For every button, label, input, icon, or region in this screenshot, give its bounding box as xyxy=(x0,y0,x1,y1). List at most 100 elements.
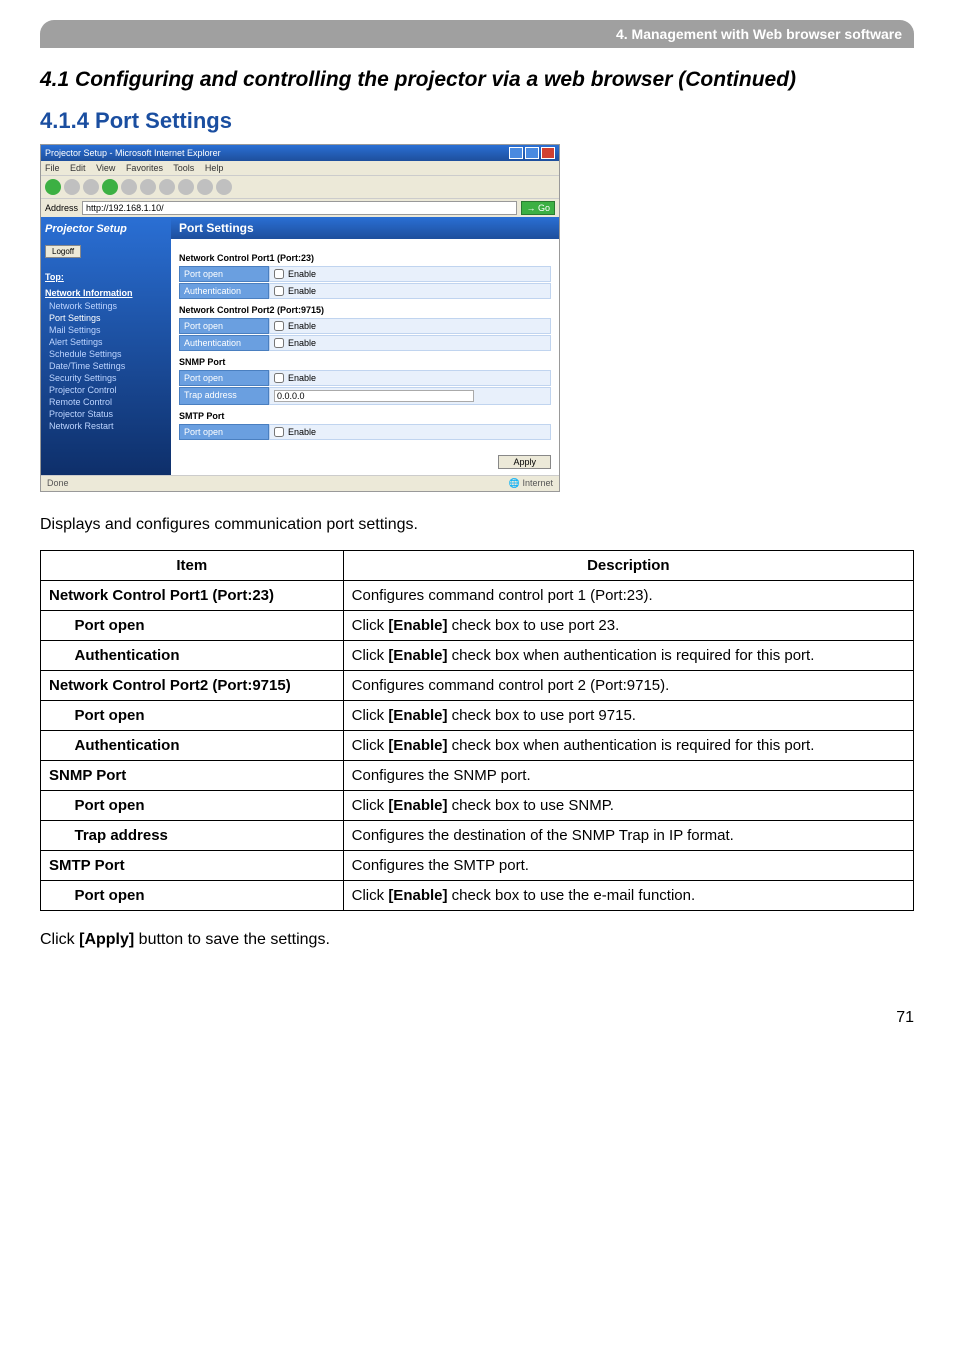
bottom-text: Click [Apply] button to save the setting… xyxy=(40,931,914,949)
enable-checkbox[interactable] xyxy=(274,269,284,279)
table-row: AuthenticationClick [Enable] check box w… xyxy=(41,641,914,671)
table-desc: Click [Enable] check box to use the e-ma… xyxy=(343,881,913,911)
form-value: Enable xyxy=(269,370,551,386)
trap-address-input[interactable]: 0.0.0.0 xyxy=(274,390,474,402)
table-item-main: SMTP Port xyxy=(41,851,344,881)
table-row: SMTP PortConfigures the SMTP port. xyxy=(41,851,914,881)
sidebar-item-schedule-settings[interactable]: Schedule Settings xyxy=(45,348,167,360)
sidebar-item-projector-control[interactable]: Projector Control xyxy=(45,384,167,396)
home-icon[interactable] xyxy=(121,179,137,195)
history-icon[interactable] xyxy=(178,179,194,195)
menu-file[interactable]: File xyxy=(45,163,60,173)
form-group-title: Network Control Port1 (Port:23) xyxy=(179,253,551,263)
main-header: Port Settings xyxy=(171,217,559,239)
sidebar-item-network-restart[interactable]: Network Restart xyxy=(45,420,167,432)
enable-checkbox[interactable] xyxy=(274,338,284,348)
form-row: Port openEnable xyxy=(179,370,551,386)
table-indent xyxy=(41,641,67,671)
app-main: Port Settings Network Control Port1 (Por… xyxy=(171,217,559,475)
ie-address-bar: Address http://192.168.1.10/ → Go xyxy=(41,199,559,217)
enable-label: Enable xyxy=(288,338,316,348)
sidebar-item-alert-settings[interactable]: Alert Settings xyxy=(45,336,167,348)
close-icon[interactable] xyxy=(541,147,555,159)
enable-label: Enable xyxy=(288,321,316,331)
status-left: Done xyxy=(47,478,69,489)
maximize-icon[interactable] xyxy=(525,147,539,159)
enable-checkbox[interactable] xyxy=(274,373,284,383)
table-row: Trap addressConfigures the destination o… xyxy=(41,821,914,851)
sidebar-item-network-settings[interactable]: Network Settings xyxy=(45,300,167,312)
menu-help[interactable]: Help xyxy=(205,163,224,173)
table-indent xyxy=(41,821,67,851)
table-item-sub: Port open xyxy=(67,791,344,821)
ie-menubar: File Edit View Favorites Tools Help xyxy=(41,161,559,175)
form-row: Trap address0.0.0.0 xyxy=(179,387,551,405)
sidebar-item-mail-settings[interactable]: Mail Settings xyxy=(45,324,167,336)
table-indent xyxy=(41,731,67,761)
table-indent xyxy=(41,611,67,641)
apply-button[interactable]: Apply xyxy=(498,455,551,469)
mail-icon[interactable] xyxy=(197,179,213,195)
go-button[interactable]: → Go xyxy=(521,201,555,215)
table-item-sub: Port open xyxy=(67,881,344,911)
table-item-sub: Port open xyxy=(67,611,344,641)
table-row: SNMP PortConfigures the SNMP port. xyxy=(41,761,914,791)
enable-label: Enable xyxy=(288,427,316,437)
status-right: 🌐 Internet xyxy=(509,478,553,489)
table-header-item: Item xyxy=(41,551,344,581)
sidebar-item-remote-control[interactable]: Remote Control xyxy=(45,396,167,408)
form-group-title: SNMP Port xyxy=(179,357,551,367)
enable-checkbox[interactable] xyxy=(274,427,284,437)
back-icon[interactable] xyxy=(45,179,61,195)
form-value: Enable xyxy=(269,283,551,299)
stop-icon[interactable] xyxy=(83,179,99,195)
form-label: Port open xyxy=(179,266,269,282)
table-row: AuthenticationClick [Enable] check box w… xyxy=(41,731,914,761)
menu-favorites[interactable]: Favorites xyxy=(126,163,163,173)
ie-toolbar xyxy=(41,175,559,199)
form-value: Enable xyxy=(269,335,551,351)
ie-window-title: Projector Setup - Microsoft Internet Exp… xyxy=(45,148,221,158)
menu-tools[interactable]: Tools xyxy=(173,163,194,173)
table-row: Port openClick [Enable] check box to use… xyxy=(41,701,914,731)
sidebar-item-port-settings[interactable]: Port Settings xyxy=(45,312,167,324)
sidebar-item-security-settings[interactable]: Security Settings xyxy=(45,372,167,384)
table-item-main: SNMP Port xyxy=(41,761,344,791)
sidebar-section-netinfo[interactable]: Network Information xyxy=(45,288,167,298)
app-body: Projector Setup Logoff Top: Network Info… xyxy=(41,217,559,475)
table-desc: Configures the destination of the SNMP T… xyxy=(343,821,913,851)
ie-status-bar: Done 🌐 Internet xyxy=(41,475,559,491)
sidebar-section-top[interactable]: Top: xyxy=(45,272,167,282)
enable-checkbox[interactable] xyxy=(274,286,284,296)
table-item-sub: Port open xyxy=(67,701,344,731)
form-row: Port openEnable xyxy=(179,318,551,334)
logoff-button[interactable]: Logoff xyxy=(45,245,81,258)
table-desc: Click [Enable] check box to use port 23. xyxy=(343,611,913,641)
menu-view[interactable]: View xyxy=(96,163,115,173)
print-icon[interactable] xyxy=(216,179,232,195)
address-label: Address xyxy=(45,203,78,213)
refresh-icon[interactable] xyxy=(102,179,118,195)
minimize-icon[interactable] xyxy=(509,147,523,159)
form-label: Authentication xyxy=(179,335,269,351)
form-row: Port openEnable xyxy=(179,424,551,440)
subsection-title: 4.1.4 Port Settings xyxy=(40,108,914,134)
form-row: AuthenticationEnable xyxy=(179,283,551,299)
table-row: Port openClick [Enable] check box to use… xyxy=(41,611,914,641)
sidebar-item-datetime-settings[interactable]: Date/Time Settings xyxy=(45,360,167,372)
sidebar-item-projector-status[interactable]: Projector Status xyxy=(45,408,167,420)
forward-icon[interactable] xyxy=(64,179,80,195)
search-icon[interactable] xyxy=(140,179,156,195)
menu-edit[interactable]: Edit xyxy=(70,163,86,173)
table-desc: Configures command control port 1 (Port:… xyxy=(343,581,913,611)
form-label: Port open xyxy=(179,370,269,386)
form-value: Enable xyxy=(269,424,551,440)
address-input[interactable]: http://192.168.1.10/ xyxy=(82,201,517,215)
ie-window-buttons xyxy=(509,147,555,159)
ie-titlebar: Projector Setup - Microsoft Internet Exp… xyxy=(41,145,559,161)
enable-checkbox[interactable] xyxy=(274,321,284,331)
enable-label: Enable xyxy=(288,269,316,279)
favorites-icon[interactable] xyxy=(159,179,175,195)
table-row: Network Control Port1 (Port:23)Configure… xyxy=(41,581,914,611)
table-row: Port openClick [Enable] check box to use… xyxy=(41,791,914,821)
